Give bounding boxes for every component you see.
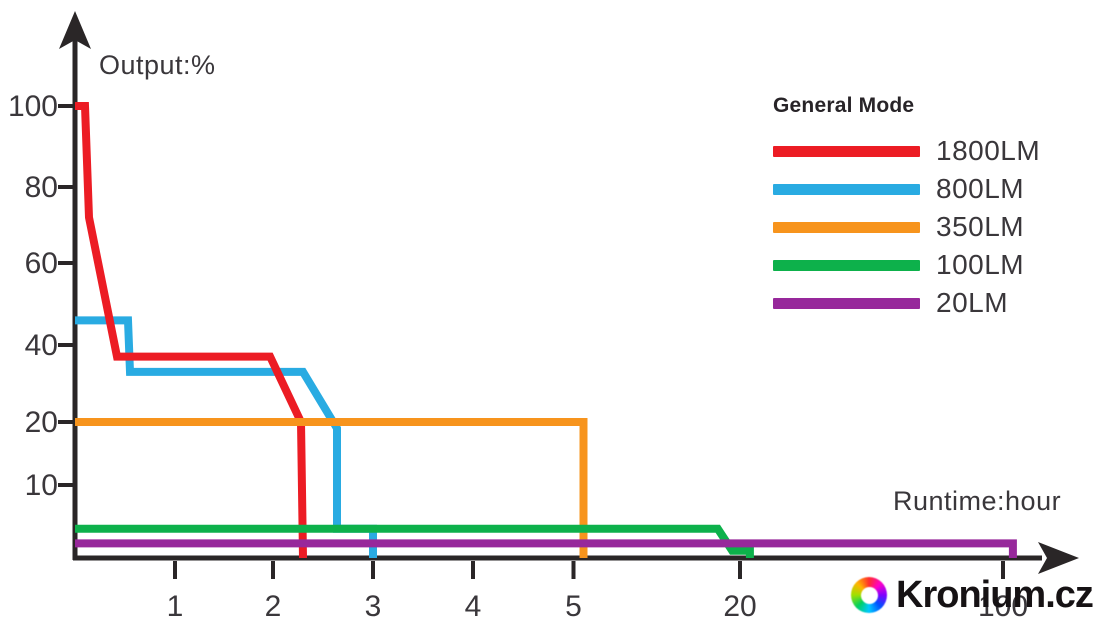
y-axis-title: Output:% <box>99 50 216 80</box>
legend-label: 100LM <box>936 249 1025 280</box>
series-line-350lm <box>75 418 588 558</box>
x-tick-label: 4 <box>465 590 482 623</box>
x-axis-arrow-icon <box>1038 542 1079 574</box>
legend-swatch-100lm <box>773 259 920 271</box>
legend-item-20lm: 20LM <box>773 284 1093 322</box>
x-tick-label: 2 <box>265 590 282 623</box>
x-tick-label: 1 <box>167 590 184 623</box>
x-tick-label: 100 <box>978 590 1028 623</box>
watermark: Kronium.cz <box>851 574 1094 616</box>
watermark-text: Kronium.cz <box>896 574 1094 616</box>
y-tick-label: 80 <box>25 171 58 204</box>
legend-label: 800LM <box>936 173 1025 204</box>
y-tick-label: 10 <box>25 469 58 502</box>
legend-swatch-800lm <box>773 183 920 195</box>
legend-item-1800lm: 1800LM <box>773 132 1093 170</box>
legend-swatch-1800lm <box>773 145 920 157</box>
legend-label: 350LM <box>936 211 1025 242</box>
y-tick-label: 40 <box>25 329 58 362</box>
kronium-logo-icon <box>851 577 887 613</box>
x-tick-label: 3 <box>365 590 382 623</box>
legend: General Mode 1800LM 800LM 350LM 100LM 20… <box>773 94 1093 322</box>
x-tick-label: 20 <box>723 590 756 623</box>
x-axis-title: Runtime:hour <box>893 486 1062 516</box>
legend-item-100lm: 100LM <box>773 246 1093 284</box>
series-line-100lm <box>75 524 754 558</box>
legend-swatch-20lm <box>773 297 920 309</box>
legend-label: 1800LM <box>936 135 1041 166</box>
legend-label: 20LM <box>936 287 1009 318</box>
legend-item-350lm: 350LM <box>773 208 1093 246</box>
series-line-20lm <box>75 539 1017 558</box>
legend-swatch-350lm <box>773 221 920 233</box>
y-tick-label: 60 <box>25 247 58 280</box>
y-tick-label: 20 <box>25 406 58 439</box>
legend-title: General Mode <box>773 94 915 117</box>
y-axis-arrow-icon <box>59 11 91 49</box>
series-line-1800lm <box>75 102 307 559</box>
legend-item-800lm: 800LM <box>773 170 1093 208</box>
x-tick-label: 5 <box>565 590 582 623</box>
y-tick-label: 100 <box>8 90 58 123</box>
